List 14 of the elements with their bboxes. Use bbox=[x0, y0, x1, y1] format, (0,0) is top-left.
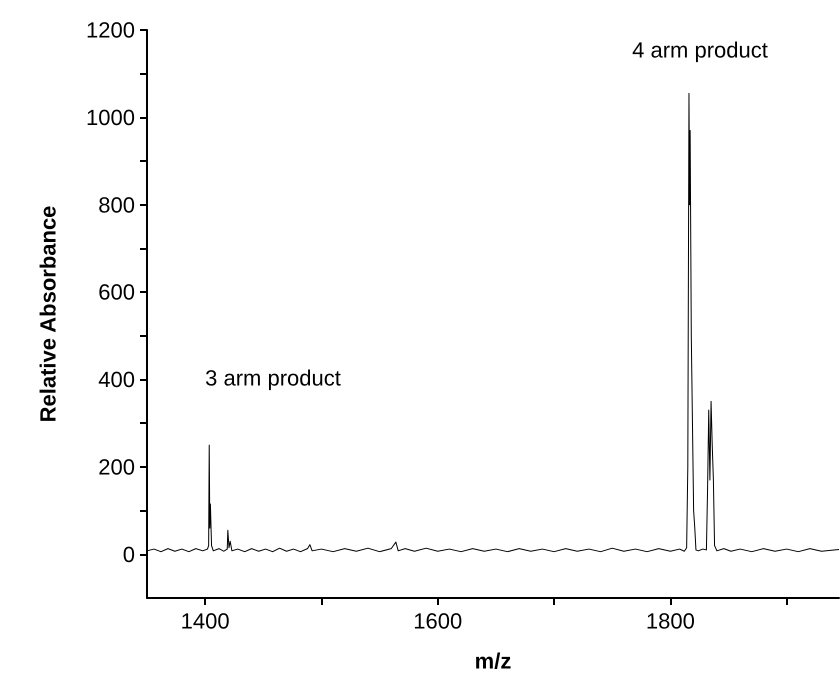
x-tick-label: 1400 bbox=[180, 608, 230, 634]
y-axis-title: Relative Absorbance bbox=[36, 206, 60, 422]
annotation: 3 arm product bbox=[205, 366, 341, 390]
y-tick-label: 400 bbox=[98, 367, 135, 392]
y-tick-label: 1200 bbox=[86, 18, 135, 42]
x-tick-label: 1600 bbox=[413, 608, 462, 634]
annotation: 4 arm product bbox=[632, 38, 768, 62]
y-tick-label: 1000 bbox=[86, 104, 135, 130]
x-axis-title: m/z bbox=[474, 648, 512, 674]
y-tick-label: 0 bbox=[122, 542, 135, 567]
y-tick-label: 200 bbox=[98, 454, 135, 480]
y-tick-label: 600 bbox=[98, 280, 135, 305]
x-tick-label: 1800 bbox=[646, 608, 695, 634]
y-tick-label: 800 bbox=[98, 192, 135, 218]
